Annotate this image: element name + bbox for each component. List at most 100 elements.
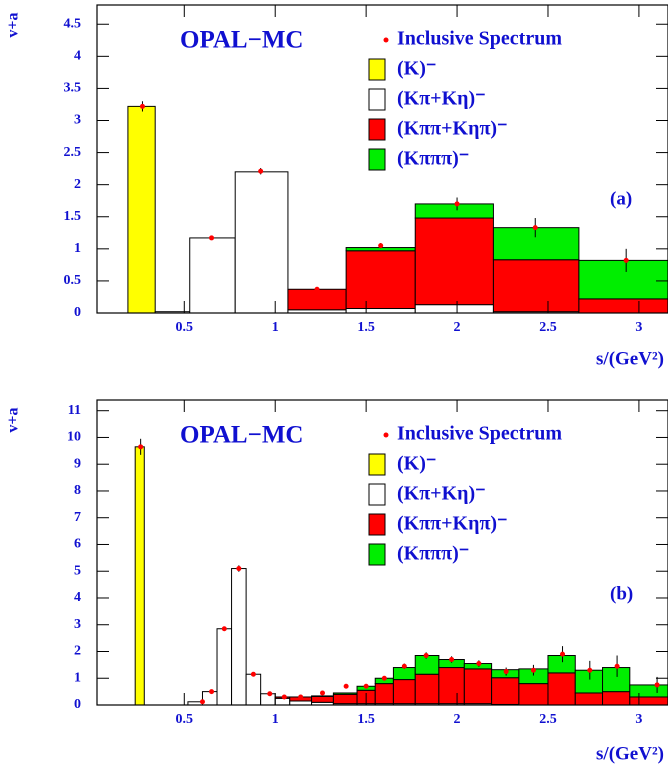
legend-label: (Kππ+Kηπ)⁻ [397, 118, 508, 140]
bar-segment [287, 288, 347, 311]
bar-segment [274, 697, 291, 706]
bar-segment [547, 672, 576, 706]
legend-marker [383, 37, 389, 43]
legend-label: Inclusive Spectrum [397, 28, 562, 50]
legend-label: (Kππ+Kηπ)⁻ [397, 513, 508, 535]
data-point [236, 566, 242, 572]
panel: 0 0.5 1 1.5 2 2.5 3 3.5 4 4.5 0.5 1 1.5 2 2.5 3 OPAL−MC (… [5, 4, 668, 369]
data-point [423, 653, 429, 659]
y-axis-label: v+a [5, 407, 22, 432]
legend-label: (K)⁻ [397, 58, 436, 80]
bar-segment [231, 568, 247, 706]
y-tick-label: 0 [74, 697, 81, 712]
y-tick-label: 3 [74, 617, 81, 632]
bar-segment [414, 304, 494, 314]
panel-label: (a) [610, 188, 632, 209]
bar-segment [518, 683, 549, 706]
bar-segment [574, 692, 604, 706]
bar-segment [127, 105, 156, 314]
bar-segment [345, 308, 416, 314]
bar-segment [629, 696, 668, 706]
data-point [623, 257, 629, 263]
data-point [267, 691, 273, 697]
bar-segment [492, 227, 580, 261]
data-point [199, 699, 205, 705]
bar-segment [134, 446, 145, 706]
bar-segment [574, 669, 604, 694]
legend-label: (Kπ+Kη)⁻ [397, 483, 486, 505]
legend-swatch [368, 148, 386, 171]
data-point [314, 286, 320, 292]
y-tick-label: 4.5 [64, 16, 82, 31]
data-point [139, 103, 145, 109]
x-tick-label: 1.5 [357, 712, 375, 727]
legend-swatch [368, 88, 386, 111]
legend-label: (Kπππ)⁻ [397, 148, 469, 170]
legend-label: (K)⁻ [397, 453, 436, 475]
bar-segment [392, 667, 416, 681]
y-tick-label: 4 [74, 49, 81, 64]
x-axis-label: s/(GeV²) [596, 743, 664, 764]
x-tick-label: 0.5 [176, 320, 194, 335]
y-tick-label: 5 [74, 563, 81, 578]
x-tick-label: 3 [635, 712, 642, 727]
y-tick-label: 7 [74, 510, 81, 525]
x-tick-label: 0.5 [176, 712, 194, 727]
data-point [343, 683, 349, 689]
x-tick-label: 3 [635, 320, 642, 335]
bar-segment [311, 695, 334, 703]
chart-title: OPAL−MC [180, 422, 304, 449]
panel-label: (b) [610, 583, 633, 604]
y-tick-label: 2 [74, 177, 81, 192]
legend-swatch [368, 543, 386, 566]
x-tick-label: 2.5 [539, 320, 557, 335]
y-axis-label: v+a [5, 12, 22, 37]
bar-segment [311, 695, 334, 697]
bar-segment [414, 203, 494, 219]
data-point [138, 444, 144, 450]
x-tick-label: 2 [454, 712, 461, 727]
legend-label: (Kπππ)⁻ [397, 543, 469, 565]
x-tick-label: 1 [272, 320, 279, 335]
data-point [363, 683, 369, 689]
x-tick-label: 1.5 [357, 320, 375, 335]
bar-segment [438, 667, 465, 705]
bar-segment [216, 628, 233, 706]
legend-swatch [368, 118, 386, 141]
data-point [381, 675, 387, 681]
y-tick-label: 6 [74, 537, 81, 552]
legend-marker [383, 432, 389, 438]
bar-segment [332, 693, 358, 705]
y-tick-label: 4 [74, 590, 81, 605]
data-point [281, 694, 287, 700]
legend-swatch [368, 58, 386, 81]
legend-swatch [368, 453, 386, 476]
data-point [476, 661, 482, 667]
bar-segment [392, 679, 416, 705]
bar-segment [547, 655, 576, 674]
y-tick-label: 10 [67, 430, 81, 445]
y-tick-label: 2 [74, 644, 81, 659]
y-tick-label: 1.5 [64, 209, 82, 224]
data-point [250, 671, 256, 677]
bar-segment [414, 673, 440, 705]
data-point [587, 667, 593, 673]
y-tick-label: 3 [74, 113, 81, 128]
bar-segment [602, 667, 631, 693]
data-point [209, 235, 215, 241]
bar-segment [492, 259, 580, 313]
data-point [560, 651, 566, 657]
legend-swatch [368, 483, 386, 506]
bar-segment [602, 691, 631, 706]
bar-segment [332, 692, 358, 695]
y-tick-label: 9 [74, 456, 81, 471]
data-point [298, 694, 304, 700]
y-tick-label: 0.5 [64, 273, 82, 288]
legend-label: Inclusive Spectrum [397, 423, 562, 445]
bar-segment [414, 655, 440, 675]
bar-segment [374, 683, 394, 705]
bar-segment [578, 259, 668, 300]
bar-segment [414, 217, 494, 306]
bar-segment [245, 673, 262, 706]
